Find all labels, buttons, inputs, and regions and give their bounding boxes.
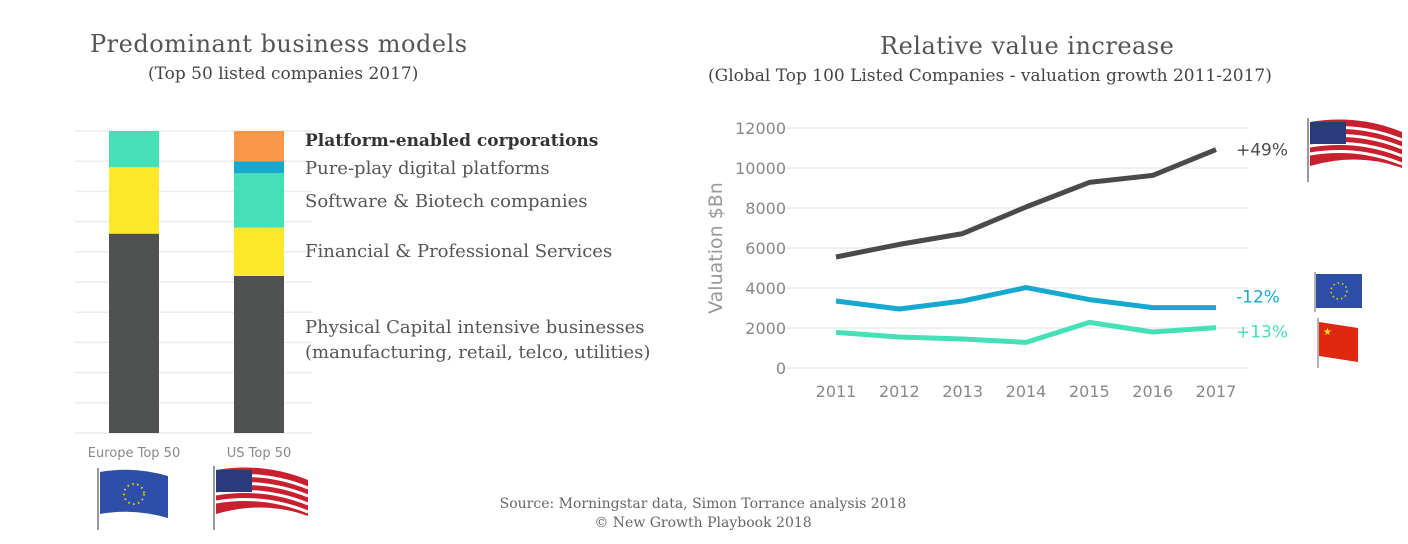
y-axis-label: Valuation $Bn: [705, 182, 727, 314]
x-tick-label: 2017: [1196, 382, 1237, 401]
bar-segment: [234, 173, 284, 228]
eu-flag-icon: [97, 468, 168, 530]
y-tick-label: 8000: [745, 199, 786, 218]
bar-segment: [234, 131, 284, 162]
copyright-text: © New Growth Playbook 2018: [594, 515, 812, 531]
bar-segment: [234, 275, 284, 433]
china-flag-icon: ★: [1317, 318, 1358, 368]
bar-segment: [109, 233, 159, 433]
category-label: US Top 50: [227, 446, 292, 461]
us-flag-icon: [1307, 118, 1403, 182]
x-tick-label: 2014: [1006, 382, 1047, 401]
y-tick-label: 12000: [735, 119, 786, 138]
bar-segment: [234, 227, 284, 276]
y-tick-label: 4000: [745, 279, 786, 298]
legend-software: Software & Biotech companies: [305, 191, 588, 212]
line-chart: 0 2000 4000 6000 8000 10000 12000 2011 2012 2013 2…: [705, 119, 1288, 401]
eu-flag-icon: [1314, 272, 1362, 312]
category-label: Europe Top 50: [88, 446, 180, 461]
series-line-europe: [835, 285, 1216, 312]
stacked-bar-chart: Europe Top 50 US Top 50: [75, 130, 312, 461]
source-text: Source: Morningstar data, Simon Torrance…: [499, 496, 907, 512]
bar-segment: [109, 167, 159, 234]
us-flag-icon: [213, 466, 309, 530]
x-tick-label: 2016: [1132, 382, 1173, 401]
series-line-china: [835, 319, 1217, 345]
x-tick-label: 2011: [816, 382, 857, 401]
y-tick-label: 0: [776, 359, 786, 378]
legend-pureplay: Pure-play digital platforms: [305, 158, 550, 179]
bar-segment: [109, 131, 159, 168]
y-tick-label: 10000: [735, 159, 786, 178]
x-tick-label: 2015: [1069, 382, 1110, 401]
x-tick-label: 2012: [879, 382, 920, 401]
right-chart-title: Relative value increase: [880, 32, 1175, 60]
end-label-europe: -12%: [1236, 288, 1280, 308]
left-chart-subtitle: (Top 50 listed companies 2017): [148, 64, 419, 84]
left-chart-title: Predominant business models: [90, 30, 468, 58]
legend-physical-line1: Physical Capital intensive businesses: [305, 317, 645, 338]
legend-financial: Financial & Professional Services: [305, 241, 613, 262]
y-tick-label: 6000: [745, 239, 786, 258]
end-label-china: +13%: [1236, 323, 1288, 343]
legend-platform: Platform-enabled corporations: [305, 131, 599, 151]
svg-text:★: ★: [1323, 327, 1332, 338]
series-line-us: [835, 147, 1217, 260]
right-chart-subtitle: (Global Top 100 Listed Companies - valua…: [708, 66, 1272, 86]
legend-physical-line2: (manufacturing, retail, telco, utilities…: [305, 342, 651, 363]
x-tick-label: 2013: [942, 382, 983, 401]
y-tick-label: 2000: [745, 319, 786, 338]
bar-segment: [234, 161, 284, 174]
end-label-us: +49%: [1236, 141, 1288, 161]
